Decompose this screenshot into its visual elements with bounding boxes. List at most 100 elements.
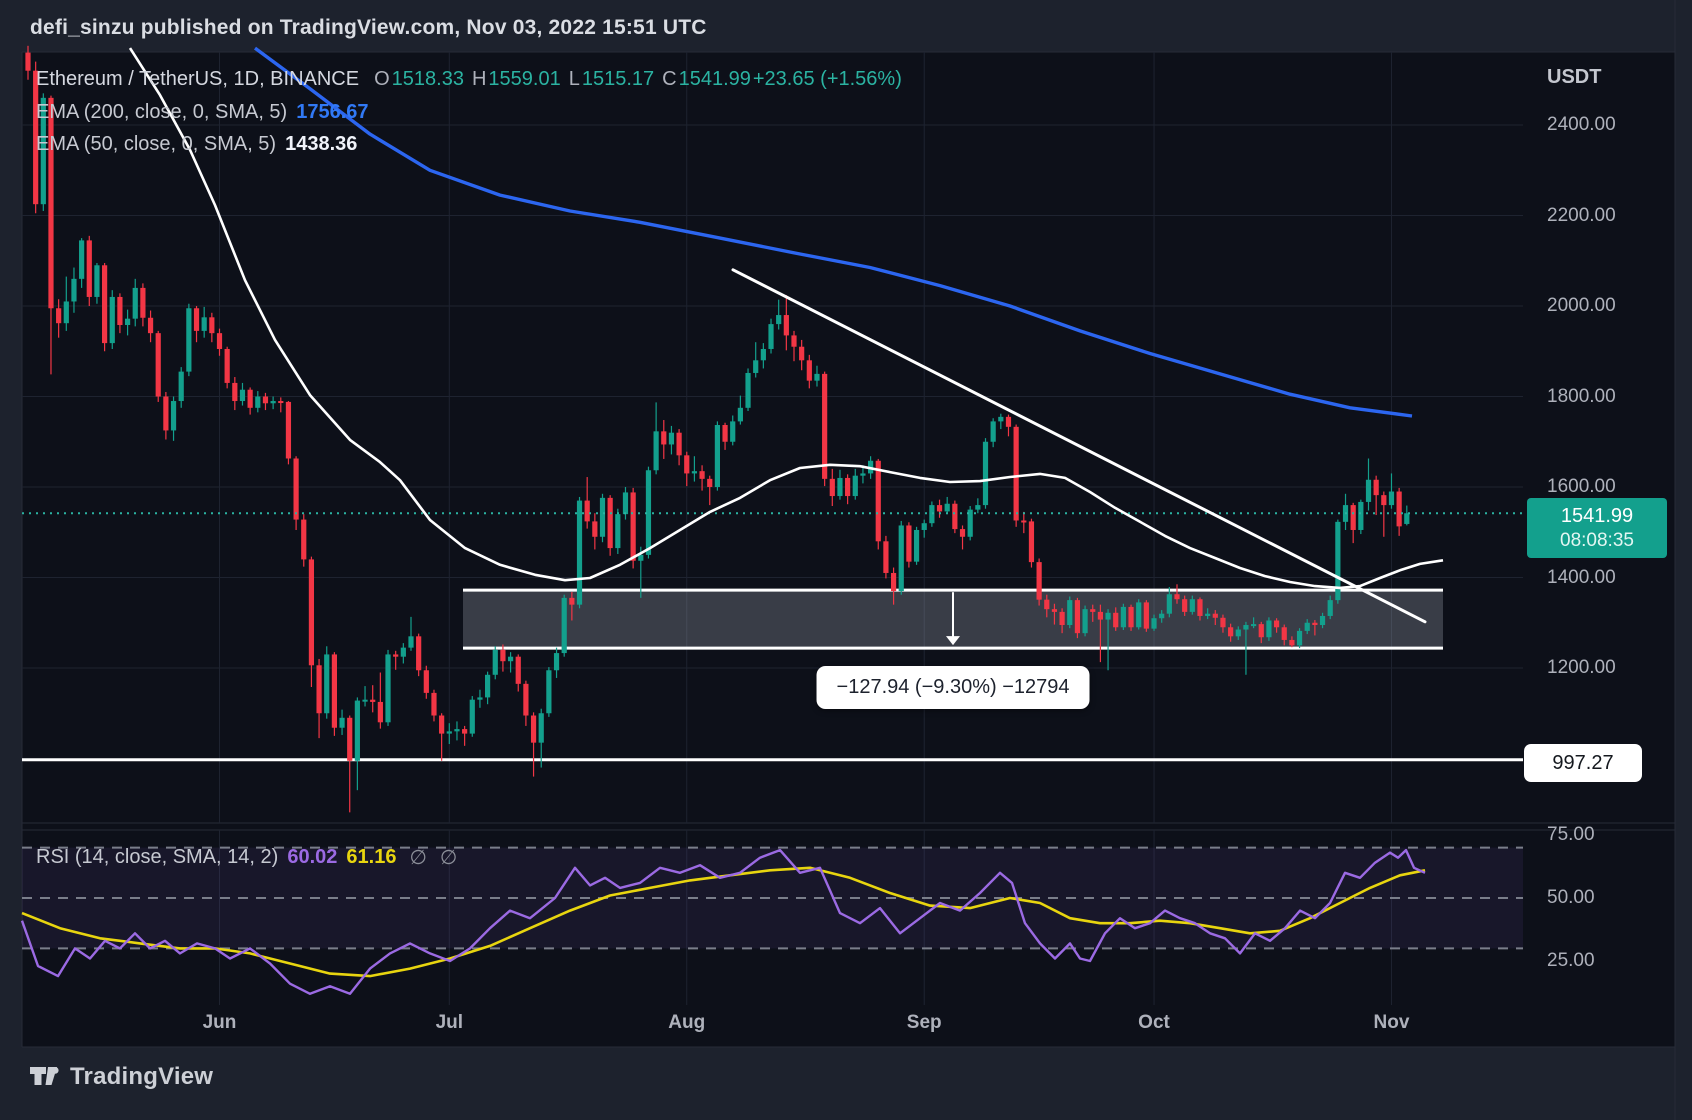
candle-body [339, 717, 345, 728]
candle-body [186, 308, 192, 372]
candle-body [301, 519, 307, 560]
candle-body [745, 372, 751, 408]
candle-body [1205, 613, 1211, 616]
rsi-legend[interactable]: RSI (14, close, SMA, 14, 2) 60.02 61.16 … [36, 845, 457, 870]
candle-body [262, 396, 269, 404]
ema50-legend[interactable]: EMA (50, close, 0, SMA, 5) 1438.36 [36, 133, 357, 156]
candle-body [523, 683, 529, 716]
candle-body [806, 360, 812, 381]
candle-body [538, 713, 544, 743]
candle-body [1036, 562, 1042, 600]
month-label-sep: Sep [906, 1012, 942, 1033]
candle-body [691, 471, 698, 474]
candle-body [791, 335, 797, 347]
candle-body [714, 425, 720, 487]
candle-body [469, 699, 475, 734]
candle-body [1335, 521, 1341, 601]
candle-body [370, 699, 376, 702]
rsi-label: RSI (14, close, SMA, 14, 2) [36, 846, 279, 868]
candle-body [975, 505, 981, 510]
ohlc-value: 1515.17 [581, 68, 655, 90]
candle-body [645, 470, 652, 555]
candle-body [25, 52, 31, 71]
candle-body [829, 478, 835, 497]
candle-body [1097, 611, 1103, 620]
candle-body [124, 318, 131, 326]
candle-body [546, 670, 552, 714]
candle-body [1358, 501, 1364, 530]
candle-body [393, 654, 399, 657]
candle-body [178, 371, 184, 402]
rsi-line [20, 848, 1426, 995]
candle-body [699, 471, 705, 479]
candle-body [653, 431, 659, 471]
candle-body [737, 407, 743, 422]
candle-body [500, 649, 506, 662]
candle-body [1128, 606, 1134, 628]
price-tick-label: 2000.00 [1547, 295, 1616, 316]
candle-body [1296, 630, 1303, 646]
candle-body [661, 431, 667, 445]
candle-body [331, 654, 337, 728]
candle-body [293, 458, 299, 520]
candle-body [676, 432, 682, 456]
symbol-title: Ethereum / TetherUS, 1D, BINANCE [36, 68, 360, 90]
candle-body [362, 699, 368, 702]
candle-body [1235, 629, 1241, 637]
candle-body [921, 523, 927, 530]
candle-body [454, 729, 460, 732]
candle-body [48, 97, 54, 309]
candle-body [814, 373, 820, 381]
candle-body [1396, 491, 1402, 527]
candle-body [1189, 599, 1195, 612]
candle-body [760, 348, 766, 361]
candle-body [1082, 609, 1088, 634]
published-header: defi_sinzu published on TradingView.com,… [30, 16, 707, 39]
candle-body [615, 514, 621, 549]
candle-body [1005, 416, 1012, 427]
candle-body [201, 317, 207, 331]
rsi-ma-line [21, 866, 1426, 978]
candle-body [959, 529, 966, 537]
candle-body [1266, 620, 1272, 638]
candle-body [308, 559, 315, 666]
ohlc-letter: O [374, 68, 390, 90]
candle-body [324, 654, 330, 714]
candle-body [1159, 613, 1165, 619]
candle-body [1051, 609, 1058, 612]
candle-body [630, 492, 636, 561]
candle-body [1304, 622, 1310, 631]
candle-body [967, 509, 973, 537]
empty-set-icon[interactable]: ∅ [439, 847, 458, 869]
month-label-aug: Aug [668, 1012, 706, 1033]
candle-body [439, 715, 445, 734]
price-tick-label: 2200.00 [1547, 204, 1616, 226]
ohlc-letter: H [471, 68, 487, 90]
candle-body [354, 700, 360, 761]
empty-set-icon[interactable]: ∅ [409, 847, 427, 869]
candle-body [684, 455, 690, 474]
tradingview-footer[interactable]: TradingView [30, 1063, 213, 1091]
candle-body [837, 477, 843, 497]
candle-body [1105, 612, 1111, 620]
candle-body [1021, 520, 1027, 523]
ema200-legend[interactable]: EMA (200, close, 0, SMA, 5) 1756.67 [36, 101, 369, 124]
ohlc-letter: C [662, 68, 677, 90]
candle-body [898, 525, 904, 592]
candle-body [1212, 613, 1218, 618]
candle-body [239, 389, 246, 402]
candle-body [1228, 627, 1234, 637]
candle-body [1289, 639, 1295, 646]
candle-body [117, 296, 123, 326]
candle-body [1373, 479, 1379, 496]
candle-body [860, 473, 866, 476]
tradingview-logo-icon [30, 1067, 59, 1085]
ohlc-value: 1541.99 [678, 68, 751, 90]
candle-body [1143, 602, 1149, 629]
candle-body [530, 715, 537, 743]
symbol-legend[interactable]: Ethereum / TetherUS, 1D, BINANCE O 1518.3… [36, 68, 904, 91]
candle-body [936, 505, 943, 512]
candle-body [944, 503, 950, 512]
candle-body [1028, 521, 1035, 563]
